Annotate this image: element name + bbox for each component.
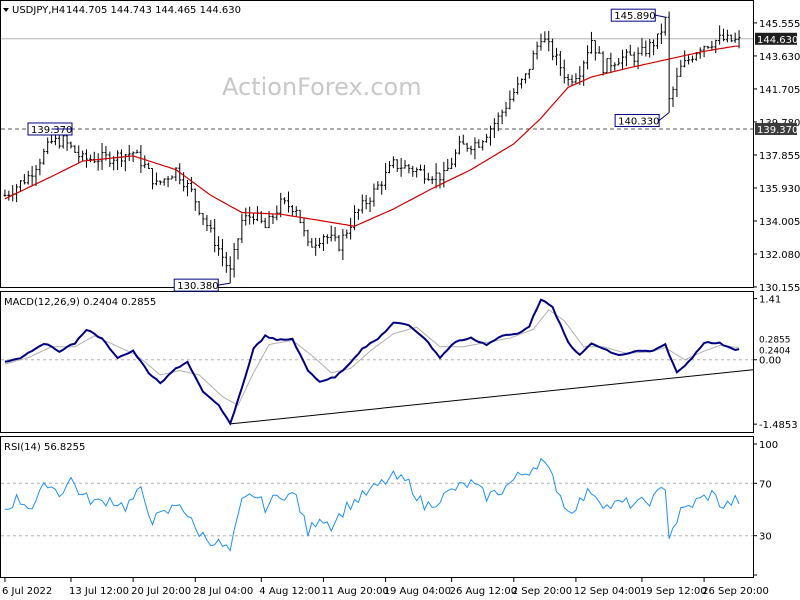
current-price-label: 144.630 xyxy=(757,35,798,46)
time-tick-label: 20 Jul 20:00 xyxy=(131,586,191,597)
price-callout-leader xyxy=(655,14,666,18)
current-price-box xyxy=(755,32,797,45)
time-tick-label: 2 Sep 20:00 xyxy=(512,586,572,597)
macd-signal-line xyxy=(4,309,740,406)
price-annotations: 139.370 145.890 140.330 130.380 xyxy=(27,8,670,292)
price-callout-label: 130.380 xyxy=(177,281,218,292)
macd-tick-label: -1.4853 xyxy=(759,420,798,431)
watermark: ActionForex.com xyxy=(222,73,422,101)
rsi-title: RSI(14) 56.8255 xyxy=(4,442,85,453)
price-callout-label: 145.890 xyxy=(614,11,655,22)
rsi-panel xyxy=(0,436,754,578)
support-price-label: 139.370 xyxy=(757,125,798,136)
rsi-tick-label: 70 xyxy=(759,479,772,490)
time-tick-label: 11 Aug 20:00 xyxy=(321,586,388,597)
price-callout-label: 140.330 xyxy=(618,117,659,128)
time-tick-label: 19 Aug 04:00 xyxy=(384,586,451,597)
time-tick-label: 6 Jul 2022 xyxy=(2,586,52,597)
price-tick-label: 134.005 xyxy=(759,217,800,228)
dropdown-arrow-icon[interactable] xyxy=(3,8,9,12)
support-price-box xyxy=(755,122,797,135)
ohlc-values: 144.705 144.743 144.465 144.630 xyxy=(66,5,241,16)
rsi-tick-label: 30 xyxy=(759,532,772,543)
rsi-line xyxy=(4,457,740,552)
time-tick-label: 13 Jul 12:00 xyxy=(69,586,129,597)
time-tick-label: 12 Sep 04:00 xyxy=(574,586,641,597)
macd-tick-label: 0.00 xyxy=(759,356,781,367)
price-axis: 145.555143.630141.705139.780137.855135.9… xyxy=(1,19,800,294)
moving-average-line xyxy=(4,45,740,227)
price-tick-label: 137.855 xyxy=(759,151,800,162)
time-axis: 6 Jul 2022 13 Jul 12:00 20 Jul 20:00 28 Jul… xyxy=(2,578,769,597)
time-tick-label: 4 Aug 12:00 xyxy=(259,586,320,597)
time-tick-label: 26 Sep 20:00 xyxy=(702,586,769,597)
price-callout-leader xyxy=(658,112,670,121)
price-tick-label: 141.705 xyxy=(759,85,800,96)
price-tick-label: 135.930 xyxy=(759,184,800,195)
macd-title: MACD(12,26,9) 0.2404 0.2855 xyxy=(4,297,156,308)
price-panel xyxy=(0,0,754,288)
time-tick-label: 28 Jul 04:00 xyxy=(193,586,253,597)
macd-current-value: 0.2855 xyxy=(759,335,791,345)
price-callout-label: 139.370 xyxy=(31,125,72,136)
price-tick-label: 130.155 xyxy=(759,283,800,294)
price-bars xyxy=(3,11,741,284)
price-tick-label: 132.080 xyxy=(759,250,800,261)
price-tick-label: 143.630 xyxy=(759,52,800,63)
price-tick-label: 145.555 xyxy=(759,19,800,30)
macd-panel xyxy=(0,291,754,433)
macd-tick-label: 1.41 xyxy=(759,295,781,306)
macd-trendline xyxy=(230,369,754,425)
time-tick-label: 19 Sep 12:00 xyxy=(640,586,707,597)
macd-line xyxy=(4,298,740,426)
time-tick-label: 26 Aug 12:00 xyxy=(450,586,517,597)
price-callout-leader xyxy=(218,282,231,286)
rsi-tick-label: 100 xyxy=(759,440,778,451)
macd-current-value: 0.2404 xyxy=(759,346,791,356)
rsi-indicator: 100 70 30 xyxy=(1,440,778,576)
moving-average xyxy=(4,45,740,227)
symbol-label: USDJPY,H4 xyxy=(12,5,65,16)
